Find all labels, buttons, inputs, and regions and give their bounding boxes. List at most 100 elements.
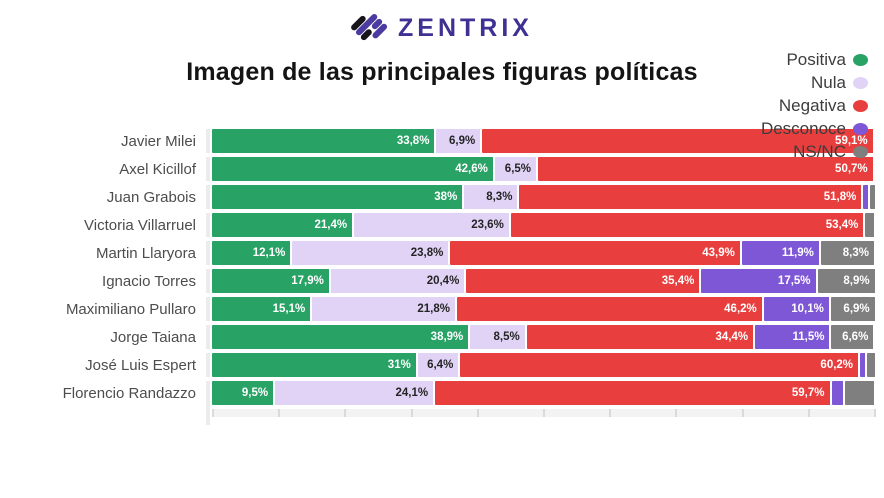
segment-value-label: 20,4% <box>426 275 460 287</box>
bar-segment-nula: 6,5% <box>494 157 539 181</box>
bar-segment-positiva: 38,9% <box>212 325 471 349</box>
segment-value-label: 43,9% <box>702 247 735 259</box>
segment-value-label: 23,8% <box>410 247 444 259</box>
category-label: Jorge Taiana <box>110 328 196 346</box>
bar-segment-positiva: 9,5% <box>212 381 276 405</box>
chart-title: Imagen de las principales figuras políti… <box>186 58 698 86</box>
row-axis-cap <box>206 381 210 405</box>
chart-rows: Javier Milei 33,8% 6,9% 59,1% Axel Kicillof 4… <box>0 129 884 405</box>
bar-segment-nsnc <box>845 381 876 405</box>
bar-track: 38,9% 8,5% 34,4% 11,5% 6,6% <box>212 325 876 349</box>
row-axis-cap <box>206 269 210 293</box>
bar-segment-nula: 6,4% <box>417 353 461 377</box>
segment-value-label: 59,7% <box>791 387 825 399</box>
legend-label: Negativa <box>778 96 846 115</box>
axis-cap <box>206 401 210 425</box>
bar-segment-desconoce <box>860 353 868 377</box>
category-label: Ignacio Torres <box>102 272 196 290</box>
segment-value-label: 8,5% <box>493 331 520 343</box>
bar-segment-nula: 6,9% <box>436 129 483 153</box>
axis-tick-cell <box>214 409 281 417</box>
legend: Positiva Nula Negativa Desconoce NS/NC <box>761 50 868 162</box>
bar-segment-positiva: 33,8% <box>212 129 437 153</box>
bar-segment-desconoce: 17,5% <box>701 269 818 293</box>
bar-segment-nsnc <box>865 213 876 237</box>
segment-value-label: 21,8% <box>417 303 450 315</box>
bar-segment-nula: 8,3% <box>464 185 520 209</box>
bar-segment-nula: 20,4% <box>330 269 467 293</box>
bar-segment-nula: 24,1% <box>275 381 436 405</box>
axis-tick-cell <box>413 409 479 417</box>
category-label: Juan Grabois <box>106 188 196 206</box>
bar-track: 21,4% 23,6% 53,4% <box>212 213 876 237</box>
legend-color-dot <box>853 146 868 158</box>
bar-segment-desconoce: 11,5% <box>755 325 832 349</box>
bar-track: 12,1% 23,8% 43,9% 11,9% 8,3% <box>212 241 876 265</box>
bar-segment-desconoce: 10,1% <box>763 297 831 321</box>
segment-value-label: 17,9% <box>291 275 324 287</box>
legend-color-dot <box>853 54 868 66</box>
bar-segment-desconoce: 11,9% <box>741 241 821 265</box>
bar-segment-positiva: 21,4% <box>212 213 355 237</box>
x-axis <box>0 401 884 425</box>
bar-segment-negativa: 51,8% <box>519 185 864 209</box>
bar-segment-positiva: 31% <box>212 353 418 377</box>
segment-value-label: 6,9% <box>843 303 870 315</box>
axis-tick-cell <box>280 409 347 417</box>
category-label: Martin Llaryora <box>95 244 196 262</box>
legend-item-positiva: Positiva <box>761 50 868 70</box>
bar-segment-nsnc <box>867 353 876 377</box>
bar-row: Jorge Taiana 38,9% 8,5% 34,4% 11,5% 6,6% <box>0 325 884 349</box>
bar-segment-desconoce <box>863 185 871 209</box>
bar-track: 15,1% 21,8% 46,2% 10,1% 6,9% <box>212 297 876 321</box>
segment-value-label: 35,4% <box>661 275 695 287</box>
bar-segment-nsnc <box>870 185 876 209</box>
legend-color-dot <box>853 100 868 112</box>
stacked-bar-chart: Javier Milei 33,8% 6,9% 59,1% Axel Kicillof 4… <box>0 129 884 425</box>
row-axis-cap <box>206 213 210 237</box>
bar-row: Victoria Villarruel 21,4% 23,6% 53,4% <box>0 213 884 237</box>
category-label: José Luis Espert <box>85 356 196 374</box>
bar-segment-nsnc: 6,9% <box>830 297 876 321</box>
bar-segment-nsnc: 8,9% <box>817 269 876 293</box>
axis-tick-cell <box>611 409 678 417</box>
segment-value-label: 8,3% <box>842 247 869 259</box>
legend-label: Nula <box>811 73 846 92</box>
segment-value-label: 38,9% <box>430 331 464 343</box>
row-axis-cap <box>206 297 210 321</box>
segment-value-label: 15,1% <box>272 303 306 315</box>
segment-value-label: 8,9% <box>843 275 870 287</box>
segment-value-label: 42,6% <box>455 163 488 175</box>
bar-segment-negativa: 34,4% <box>526 325 756 349</box>
legend-item-nsnc: NS/NC <box>761 142 868 162</box>
bar-track: 17,9% 20,4% 35,4% 17,5% 8,9% <box>212 269 876 293</box>
segment-value-label: 46,2% <box>724 303 757 315</box>
bar-segment-negativa: 59,1% <box>482 129 875 153</box>
bar-segment-positiva: 15,1% <box>212 297 313 321</box>
bar-track: 38% 8,3% 51,8% <box>212 185 876 209</box>
segment-value-label: 50,7% <box>835 163 868 175</box>
bar-segment-negativa: 35,4% <box>466 269 702 293</box>
bar-segment-nula: 8,5% <box>470 325 527 349</box>
bar-segment-nsnc: 6,6% <box>831 325 876 349</box>
zentrix-logo-icon <box>351 13 388 41</box>
row-axis-cap <box>206 157 210 181</box>
bar-segment-negativa: 43,9% <box>450 241 742 265</box>
row-axis-cap <box>206 185 210 209</box>
bar-segment-nula: 21,8% <box>312 297 457 321</box>
logo: ZENTRIX <box>0 0 884 46</box>
legend-label: Desconoce <box>760 119 846 138</box>
bar-row: Ignacio Torres 17,9% 20,4% 35,4% 17,5% 8,9% <box>0 269 884 293</box>
bar-row: Juan Grabois 38% 8,3% 51,8% <box>0 185 884 209</box>
segment-value-label: 21,4% <box>314 219 348 231</box>
legend-item-nula: Nula <box>761 73 868 93</box>
segment-value-label: 24,1% <box>395 387 429 399</box>
segment-value-label: 60,2% <box>820 359 854 371</box>
bar-segment-nula: 23,8% <box>292 241 451 265</box>
segment-value-label: 23,6% <box>471 219 504 231</box>
axis-tick-cell <box>810 409 877 417</box>
category-label: Florencio Randazzo <box>62 384 196 402</box>
legend-label: NS/NC <box>793 142 846 161</box>
axis-tick-cell <box>677 409 744 417</box>
bar-segment-negativa: 59,7% <box>435 381 832 405</box>
